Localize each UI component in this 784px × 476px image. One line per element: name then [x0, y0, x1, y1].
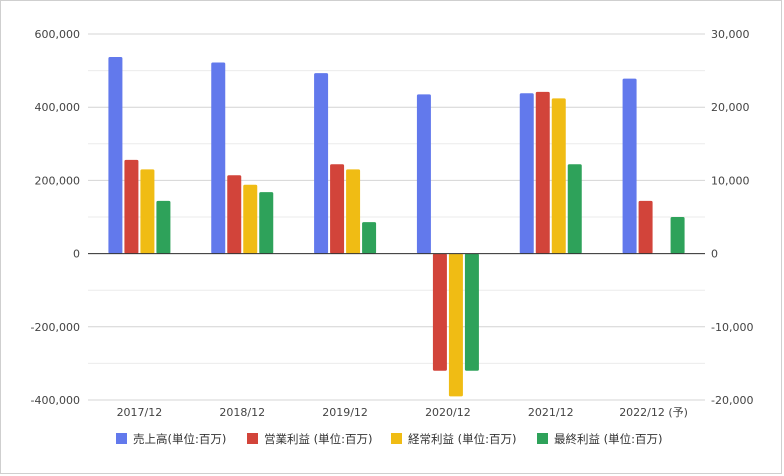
right-axis-tick-label: 0 — [711, 248, 718, 261]
right-axis-tick-label: -10,000 — [711, 321, 753, 334]
bar-2-1 — [124, 159, 139, 254]
right-axis-tick-label: 30,000 — [711, 28, 750, 41]
bar-1-5 — [519, 93, 534, 254]
grid-lines — [88, 33, 705, 401]
bar-2-3 — [330, 164, 345, 254]
left-axis-tick-label: 400,000 — [35, 101, 81, 114]
bar-3-2 — [243, 184, 258, 254]
left-axis-ticks: 600,000 400,000 200,000 0 -200,000 -400,000 — [31, 28, 80, 407]
legend-swatch — [247, 433, 258, 444]
category-label: 2022/12 (予) — [619, 406, 688, 419]
bar-1-2 — [211, 62, 226, 254]
left-axis-tick-label: 600,000 — [35, 28, 81, 41]
bar-2-4 — [432, 253, 447, 371]
right-axis-tick-label: 10,000 — [711, 174, 750, 187]
category-label: 2020/12 — [425, 406, 471, 419]
bar-3-1 — [140, 169, 155, 254]
category-label: 2017/12 — [117, 406, 163, 419]
legend: 売上高(単位:百万) 営業利益 (単位:百万) 経常利益 (単位:百万) 最終利益 (… — [116, 432, 663, 446]
bars — [108, 57, 685, 397]
right-axis-tick-label: -20,000 — [711, 394, 753, 407]
bar-3-5 — [551, 98, 566, 254]
bar-3-4 — [448, 253, 463, 397]
bar-4-6 — [670, 217, 685, 254]
bar-2-2 — [227, 175, 242, 254]
category-labels: 2017/12 2018/12 2019/12 2020/12 2021/12 2022/… — [117, 406, 688, 419]
bar-1-4 — [416, 94, 431, 254]
bar-1-1 — [108, 57, 123, 254]
left-axis-tick-label: 200,000 — [35, 174, 81, 187]
left-axis-tick-label: -200,000 — [31, 321, 80, 334]
legend-label: 最終利益 (単位:百万) — [554, 432, 663, 446]
right-axis-tick-label: 20,000 — [711, 101, 750, 114]
right-axis-ticks: 30,000 20,000 10,000 0 -10,000 -20,000 — [711, 28, 753, 407]
category-label: 2018/12 — [219, 406, 265, 419]
left-axis-tick-label: 0 — [73, 248, 80, 261]
legend-swatch — [116, 433, 127, 444]
category-label: 2019/12 — [322, 406, 368, 419]
bar-4-4 — [464, 253, 479, 371]
legend-label: 経常利益 (単位:百万) — [408, 432, 517, 446]
bar-4-3 — [362, 222, 377, 254]
legend-swatch — [537, 433, 548, 444]
bar-2-5 — [535, 91, 550, 254]
legend-label: 売上高(単位:百万) — [133, 432, 226, 446]
legend-label: 営業利益 (単位:百万) — [264, 432, 373, 446]
bar-4-5 — [567, 164, 582, 254]
bar-2-6 — [638, 200, 653, 254]
bar-4-1 — [156, 200, 171, 254]
legend-swatch — [391, 433, 402, 444]
bar-1-3 — [314, 73, 329, 254]
category-label: 2021/12 — [528, 406, 574, 419]
bar-1-6 — [622, 78, 637, 254]
bar-3-3 — [346, 169, 361, 254]
left-axis-tick-label: -400,000 — [31, 394, 80, 407]
bar-4-2 — [259, 192, 274, 254]
